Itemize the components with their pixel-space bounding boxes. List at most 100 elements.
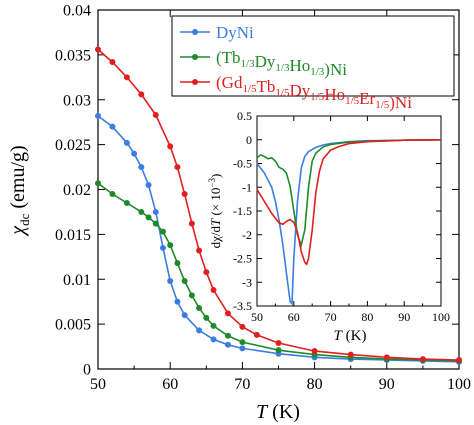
y-tick-label: 0.015 — [55, 227, 91, 244]
y-tick-label: 0.025 — [55, 137, 91, 154]
legend-marker-2 — [192, 54, 198, 60]
plot-frame — [256, 115, 442, 307]
data-point — [196, 247, 203, 254]
data-point — [210, 336, 217, 343]
inset-chart: 50 60 70 80 90 100 0.5 0 -0.5 -1 -1.5 -2 -2.5 -3 -3.5 T… — [207, 109, 450, 344]
data-point — [196, 327, 203, 334]
inset-y-label-exponent: −3 — [207, 177, 217, 187]
y-axis-label-unit: (emu/g) — [7, 145, 29, 213]
data-point — [181, 278, 188, 285]
data-point — [224, 310, 231, 317]
legend-text: Er — [359, 89, 375, 108]
legend-text: )Ni — [389, 93, 412, 112]
data-point — [181, 190, 188, 197]
y-tick-label: 0.02 — [63, 182, 91, 199]
data-point — [109, 123, 116, 130]
data-point — [203, 314, 210, 321]
y-tick-label: 0.03 — [63, 92, 91, 109]
x-axis-label-symbol: T — [256, 401, 269, 423]
x-tick-label: 50 — [90, 376, 106, 393]
legend-text: Dy — [289, 81, 310, 100]
x-axis-label: T (K) — [256, 401, 300, 423]
data-point — [224, 332, 231, 339]
data-point — [456, 357, 462, 364]
x-tick-label: 60 — [162, 376, 178, 393]
data-point — [95, 180, 101, 187]
legend-subscript: 1/3 — [241, 58, 256, 70]
data-point — [138, 208, 145, 215]
x-tick-label: 60 — [288, 310, 300, 324]
inset-y-label-part: dχ/d — [208, 225, 223, 248]
y-axis-label-symbol: χ — [7, 225, 29, 237]
x-tick-label: 50 — [251, 310, 263, 324]
data-point — [188, 220, 195, 227]
legend-subscript: 1/5 — [242, 83, 257, 95]
legend-label-3: (Gd1/5Tb1/5Dy1/5Ho1/5Er1/5)Ni — [216, 73, 412, 112]
y-tick-label: 0.04 — [63, 3, 91, 20]
inset-y-axis-label: dχ/dT (× 10−3) — [207, 174, 223, 249]
data-point — [419, 356, 426, 363]
data-point — [152, 208, 159, 215]
data-point — [145, 214, 152, 221]
inset-x-axis-label-unit: (K) — [342, 328, 367, 344]
x-axis-label-unit: (K) — [267, 401, 300, 423]
legend-text: Tb — [257, 77, 276, 96]
x-tick-label: 70 — [234, 376, 250, 393]
data-point — [347, 351, 354, 358]
data-point — [210, 322, 217, 329]
x-tick-label: 90 — [398, 310, 410, 324]
data-point — [239, 345, 246, 352]
series-line-2 — [97, 182, 460, 362]
y-tick-label: -1 — [242, 180, 252, 194]
legend-marker-1 — [192, 29, 198, 35]
data-point — [95, 46, 101, 53]
y-tick-label: -2 — [242, 228, 252, 242]
legend-text: (Gd — [216, 73, 243, 92]
data-point — [275, 339, 282, 346]
legend-subscript: 1/3 — [275, 62, 290, 74]
data-point — [224, 341, 231, 348]
data-point — [138, 164, 145, 171]
data-point — [123, 199, 130, 206]
y-axis-label: χdc (emu/g) — [7, 145, 32, 236]
data-point — [109, 59, 116, 66]
x-tick-label: 100 — [432, 310, 450, 324]
data-point — [123, 74, 130, 81]
y-tick-label: 0 — [246, 133, 252, 147]
legend-subscript: 1/5 — [310, 91, 325, 103]
legend-text: (Tb — [216, 48, 241, 67]
data-point — [138, 91, 145, 98]
y-tick-label: 0 — [83, 362, 91, 379]
data-point — [196, 304, 203, 311]
x-tick-label: 80 — [307, 376, 323, 393]
legend-text: Ho — [324, 85, 345, 104]
x-tick-label: 90 — [379, 376, 395, 393]
data-point — [275, 347, 282, 354]
data-point — [188, 292, 195, 299]
data-point — [253, 331, 260, 338]
data-point — [109, 190, 116, 197]
data-point — [131, 150, 138, 157]
y-tick-label: -3.5 — [233, 299, 252, 313]
x-tick-label: 80 — [361, 310, 373, 324]
legend-subscript: 1/5 — [345, 95, 360, 107]
inset-y-label-part: ) — [208, 174, 223, 178]
data-point — [95, 112, 101, 119]
y-tick-label: -3 — [242, 275, 252, 289]
data-point — [311, 348, 318, 355]
y-tick-label: 0.5 — [237, 109, 252, 123]
legend-label-1: DyNi — [216, 23, 254, 42]
data-point — [123, 139, 130, 146]
series-line-3 — [256, 139, 442, 266]
legend-subscript: 1/3 — [310, 66, 325, 78]
inset-y-label-part: (× 10 — [208, 188, 223, 219]
data-point — [203, 269, 210, 276]
data-point — [167, 278, 174, 285]
inset-x-axis-label-symbol: T — [334, 328, 344, 344]
inset-y-label-T: T — [208, 218, 223, 226]
y-tick-label: 0.035 — [55, 47, 91, 64]
data-point — [145, 182, 152, 189]
x-tick-label: 100 — [447, 376, 471, 393]
y-axis-label-subscript: dc — [17, 213, 32, 226]
